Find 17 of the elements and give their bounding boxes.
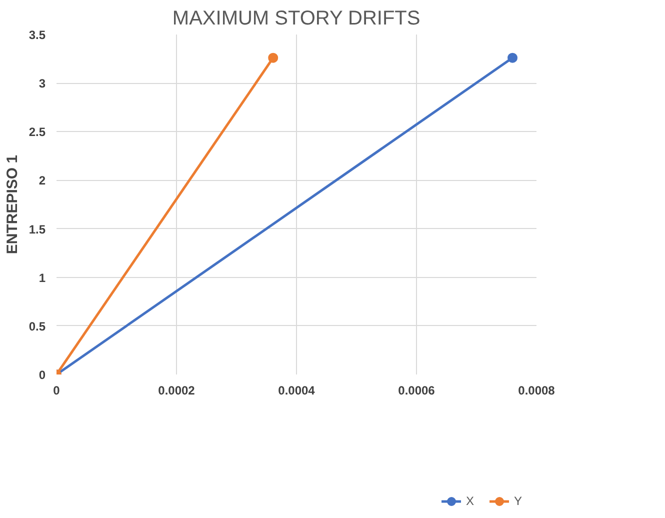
x-tick-label: 0.0006	[398, 384, 436, 398]
y-tick-label: 3.5	[28, 28, 46, 42]
y-tick-label: 0.5	[28, 319, 46, 334]
y-tick-label: 1	[38, 270, 46, 285]
y-tick-label: 2.5	[28, 125, 46, 140]
y-tick-label: 2	[38, 174, 46, 188]
x-tick-label: 0	[53, 384, 60, 398]
x-tick-label: 0.0008	[518, 384, 556, 398]
y-tick-label: 3	[38, 76, 46, 91]
y-tick-label: 1.5	[28, 222, 46, 236]
legend-label: Y	[514, 494, 524, 508]
y-axis-title: ENTREPISO 1	[4, 154, 21, 254]
x-tick-label: 0.0004	[278, 384, 316, 398]
y-tick-label: 0	[38, 368, 46, 382]
legend-label: X	[466, 494, 476, 508]
x-tick-label: 0.0002	[158, 384, 196, 398]
chart-title: MAXIMUM STORY DRIFTS	[172, 8, 420, 30]
